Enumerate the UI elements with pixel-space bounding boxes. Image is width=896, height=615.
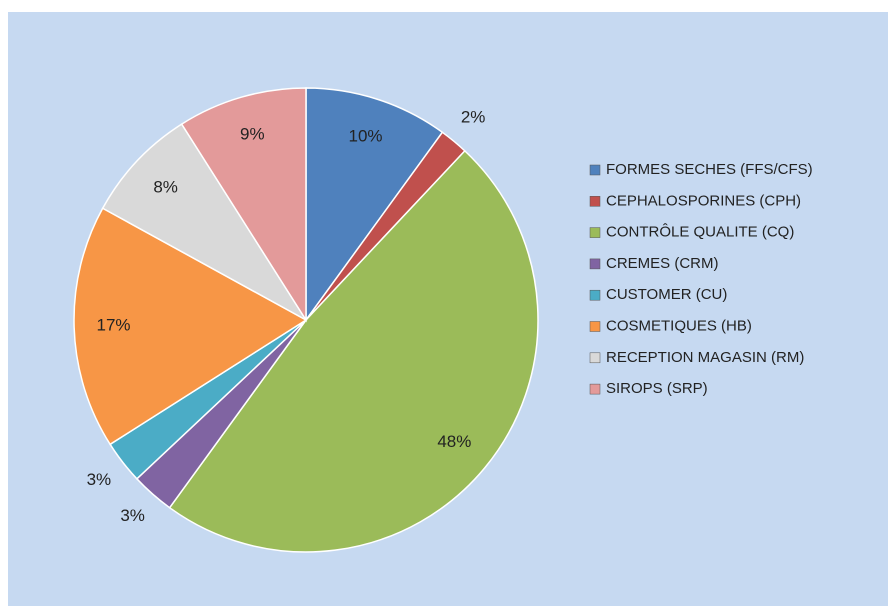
legend-label: SIROPS (SRP) — [606, 380, 708, 397]
data-label: 9% — [240, 125, 265, 144]
legend-swatch — [589, 289, 601, 301]
data-label: 17% — [97, 316, 131, 335]
pie-slice — [180, 87, 307, 323]
data-label: 48% — [437, 432, 471, 451]
legend-label: RECEPTION MAGASIN (RM) — [606, 349, 804, 366]
data-label: 8% — [153, 178, 178, 197]
legend-swatch — [589, 164, 601, 176]
legend-swatch — [589, 352, 601, 364]
pie-slice — [305, 87, 444, 323]
data-label: 3% — [87, 470, 112, 489]
legend-label: CEPHALOSPORINES (CPH) — [606, 192, 801, 209]
data-label: 2% — [461, 107, 486, 126]
legend-label: CUSTOMER (CU) — [606, 286, 727, 303]
legend-swatch — [589, 258, 601, 270]
legend-swatch — [589, 227, 601, 238]
data-label: 3% — [120, 506, 145, 525]
pie-slice — [73, 207, 308, 446]
legend-swatch — [589, 383, 601, 395]
legend-label: COSMETIQUES (HB) — [606, 317, 752, 334]
legend-label: CREMES (CRM) — [606, 255, 719, 272]
data-label: 10% — [348, 126, 382, 145]
legend-label: CONTRÔLE QUALITE (CQ) — [606, 224, 794, 241]
legend-swatch — [589, 196, 601, 207]
pie-slice — [168, 149, 539, 553]
legend-swatch — [589, 321, 601, 332]
pie-slice — [101, 123, 307, 321]
legend-label: FORMES SECHES (FFS/CFS) — [606, 161, 813, 178]
